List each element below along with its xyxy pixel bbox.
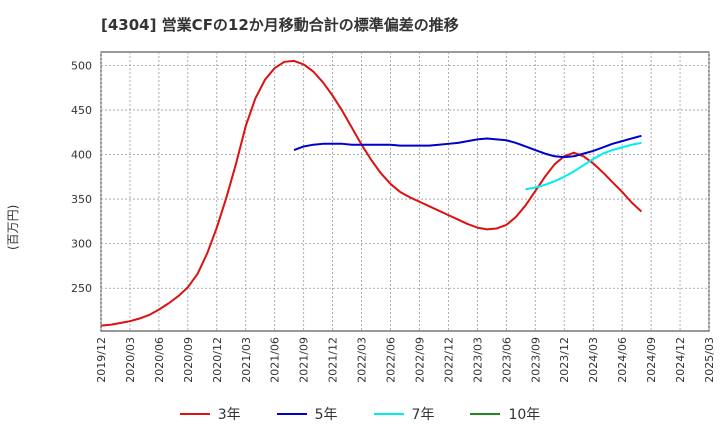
x-tick-label: 2020/09 xyxy=(182,337,195,383)
legend-label: 3年 xyxy=(217,407,241,423)
x-tick-label: 2020/12 xyxy=(211,337,224,383)
x-tick-label: 2023/12 xyxy=(558,337,571,383)
x-tick-label: 2024/12 xyxy=(674,337,687,383)
x-tick-label: 2021/06 xyxy=(269,337,282,383)
legend-swatch xyxy=(470,413,501,415)
legend-item-4: 10年 xyxy=(470,404,540,424)
legend-item-3: 7年 xyxy=(373,404,435,424)
x-tick-label: 2023/09 xyxy=(529,337,542,383)
x-tick-label: 2024/03 xyxy=(587,337,600,383)
legend-item-1: 3年 xyxy=(179,404,241,424)
chart-title: [4304] 営業CFの12か月移動合計の標準偏差の推移 xyxy=(101,16,459,34)
chart-legend: 3年 5年 7年 10年 xyxy=(0,404,720,424)
legend-item-2: 5年 xyxy=(276,404,338,424)
series-line-3 xyxy=(525,141,642,191)
x-tick-label: 2021/12 xyxy=(327,337,340,383)
x-tick-label: 2024/09 xyxy=(645,337,658,383)
y-tick-label: 250 xyxy=(71,282,92,295)
x-tick-label: 2022/09 xyxy=(413,337,426,383)
legend-label: 10年 xyxy=(508,407,541,423)
x-tick-label: 2020/06 xyxy=(153,337,166,383)
legend-swatch xyxy=(276,413,307,415)
legend-label: 5年 xyxy=(314,407,338,423)
x-tick-label: 2022/03 xyxy=(356,337,369,383)
x-tick-label: 2019/12 xyxy=(95,337,108,383)
x-tick-label: 2022/06 xyxy=(385,337,398,383)
chart-plot: 2019/12 2020/03 2020/06 2020/09 2020/12 2021/… xyxy=(71,51,716,383)
legend-swatch xyxy=(179,413,210,415)
y-tick-label: 350 xyxy=(71,193,92,206)
legend-swatch xyxy=(373,413,404,415)
plot-frame xyxy=(100,51,710,332)
y-tick-label: 500 xyxy=(71,59,92,72)
series-line-2 xyxy=(293,134,642,159)
legend-label: 7年 xyxy=(411,407,435,423)
y-tick-label: 300 xyxy=(71,238,92,251)
y-tick-label: 450 xyxy=(71,104,92,117)
x-tick-label: 2023/03 xyxy=(471,337,484,383)
x-tick-label: 2025/03 xyxy=(703,337,716,383)
y-tick-label: 400 xyxy=(71,149,92,162)
x-tick-label: 2021/03 xyxy=(240,337,253,383)
x-tick-label: 2021/09 xyxy=(298,337,311,383)
x-tick-label: 2024/06 xyxy=(616,337,629,383)
series-line-1 xyxy=(100,59,643,327)
x-tick-label: 2023/06 xyxy=(500,337,513,383)
x-tick-label: 2022/12 xyxy=(442,337,455,383)
x-tick-label: 2020/03 xyxy=(124,337,137,383)
